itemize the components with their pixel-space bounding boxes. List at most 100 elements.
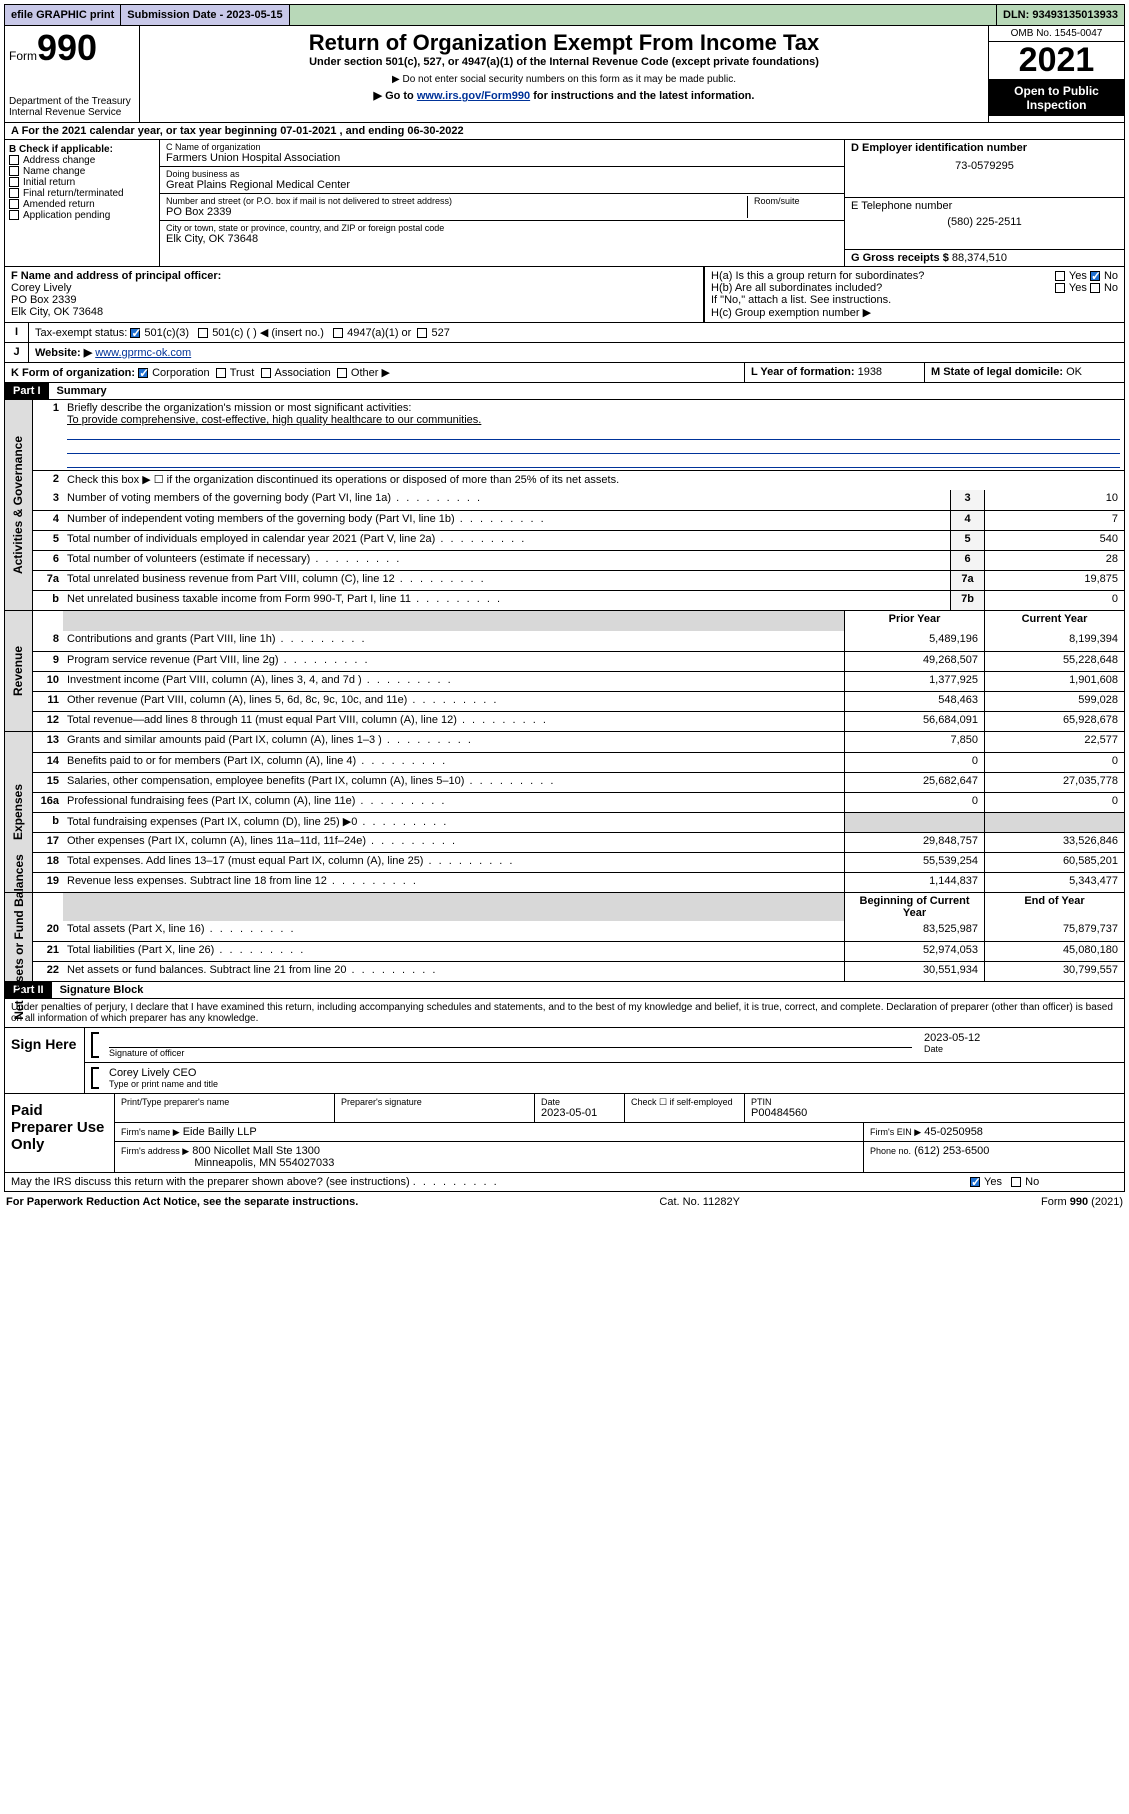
cb-trust[interactable] [216,368,226,378]
ha-label: H(a) Is this a group return for subordin… [711,270,924,282]
hdr-beginning: Beginning of Current Year [844,893,984,921]
cb-4947[interactable] [333,328,343,338]
ha-yes: Yes [1069,270,1087,282]
hb-no: No [1104,282,1118,294]
row-klm: K Form of organization: Corporation Trus… [4,363,1125,383]
cb-app-pending[interactable] [9,210,19,220]
table-row: 19Revenue less expenses. Subtract line 1… [33,872,1124,892]
form-subtitle-1: Under section 501(c), 527, or 4947(a)(1)… [144,56,984,68]
efile-print-button[interactable]: efile GRAPHIC print [5,5,121,25]
part1-header: Part I Summary [4,383,1125,400]
irs-label: Internal Revenue Service [9,107,135,118]
table-row: 14Benefits paid to or for members (Part … [33,752,1124,772]
cb-ha-no[interactable] [1090,271,1100,281]
prep-name-label: Print/Type preparer's name [121,1097,328,1107]
officer-addr1: PO Box 2339 [11,294,697,306]
form-header: Form990 Department of the Treasury Inter… [4,26,1125,123]
table-row: 5Total number of individuals employed in… [33,530,1124,550]
paid-preparer-label: Paid Preparer Use Only [5,1094,115,1172]
lbl-amended: Amended return [23,199,95,210]
mission-blank-3 [67,454,1120,468]
hb-yes: Yes [1069,282,1087,294]
hdr-current-year: Current Year [984,611,1124,631]
table-row: 16aProfessional fundraising fees (Part I… [33,792,1124,812]
addr-value: PO Box 2339 [166,206,747,218]
submission-date-button[interactable]: Submission Date - 2023-05-15 [121,5,289,25]
lbl-assoc: Association [275,367,331,379]
penalties-text: Under penalties of perjury, I declare th… [4,999,1125,1028]
room-label: Room/suite [754,196,838,206]
cb-amended[interactable] [9,199,19,209]
lbl-name-change: Name change [23,166,85,177]
topbar-spacer [290,5,997,25]
top-bar: efile GRAPHIC print Submission Date - 20… [4,4,1125,26]
dept-treasury: Department of the Treasury [9,96,135,107]
lbl-501c3: 501(c)(3) [144,327,189,339]
website-link[interactable]: www.gprmc-ok.com [95,347,191,359]
discuss-no: No [1025,1176,1039,1188]
cb-assoc[interactable] [261,368,271,378]
cb-501c3[interactable] [130,328,140,338]
lbl-527: 527 [431,327,449,339]
officer-label: F Name and address of principal officer: [11,270,697,282]
table-row: 15Salaries, other compensation, employee… [33,772,1124,792]
table-row: 12Total revenue—add lines 8 through 11 (… [33,711,1124,731]
goto-post: for instructions and the latest informat… [530,90,754,102]
cb-discuss-yes[interactable] [970,1177,980,1187]
hc-label: H(c) Group exemption number ▶ [711,306,1118,319]
table-row: 18Total expenses. Add lines 13–17 (must … [33,852,1124,872]
part1-label: Part I [5,383,49,399]
ein-value: 73-0579295 [851,160,1118,172]
table-row: 4Number of independent voting members of… [33,510,1124,530]
hdr-end: End of Year [984,893,1124,921]
lbl-app-pending: Application pending [23,210,110,221]
cb-name-change[interactable] [9,166,19,176]
lbl-501c: 501(c) ( ) ◀ (insert no.) [212,327,324,339]
lbl-other: Other ▶ [351,367,390,379]
cb-527[interactable] [417,328,427,338]
cb-address-change[interactable] [9,155,19,165]
row-i: I Tax-exempt status: 501(c)(3) 501(c) ( … [4,323,1125,343]
tel-value: (580) 225-2511 [851,216,1118,228]
lbl-initial-return: Initial return [23,177,75,188]
cb-ha-yes[interactable] [1055,271,1065,281]
lbl-trust: Trust [230,367,255,379]
discuss-row: May the IRS discuss this return with the… [4,1173,1125,1192]
table-row: 6Total number of volunteers (estimate if… [33,550,1124,570]
lbl-4947: 4947(a)(1) or [347,327,411,339]
cb-501c[interactable] [198,328,208,338]
officer-sig-name: Corey Lively CEO [109,1067,1112,1079]
form-title: Return of Organization Exempt From Incom… [144,30,984,56]
open-to-public: Open to Public Inspection [989,80,1124,116]
cb-hb-yes[interactable] [1055,283,1065,293]
ptin-value: P00484560 [751,1107,1118,1119]
bracket-icon-2 [91,1067,99,1089]
cb-final-return[interactable] [9,188,19,198]
officer-sig-name-label: Type or print name and title [109,1079,1112,1089]
cb-corp[interactable] [138,368,148,378]
website-label: Website: ▶ [35,347,92,359]
table-row: 13Grants and similar amounts paid (Part … [33,732,1124,752]
table-row: 7aTotal unrelated business revenue from … [33,570,1124,590]
form-label: Form [9,49,37,63]
firm-name-label: Firm's name ▶ [121,1127,180,1137]
mission-blank-2 [67,440,1120,454]
footer-mid: Cat. No. 11282Y [659,1196,740,1208]
hb-label: H(b) Are all subordinates included? [711,282,882,294]
section-revenue: Revenue Prior Year Current Year 8Contrib… [4,611,1125,732]
cb-other[interactable] [337,368,347,378]
row-a-tax-year: A For the 2021 calendar year, or tax yea… [4,123,1125,140]
firm-ein-label: Firm's EIN ▶ [870,1127,921,1137]
irs-link[interactable]: www.irs.gov/Form990 [417,90,530,102]
cb-hb-no[interactable] [1090,283,1100,293]
cb-initial-return[interactable] [9,177,19,187]
col-b-checkboxes: B Check if applicable: Address change Na… [5,140,160,266]
part2-header: Part II Signature Block [4,982,1125,999]
paid-preparer-block: Paid Preparer Use Only Print/Type prepar… [4,1094,1125,1173]
vlabel-exp: Expenses [12,784,26,840]
firm-phone-label: Phone no. [870,1146,911,1156]
cb-discuss-no[interactable] [1011,1177,1021,1187]
firm-addr1: 800 Nicollet Mall Ste 1300 [192,1145,320,1157]
table-row: bNet unrelated business taxable income f… [33,590,1124,610]
footer-left: For Paperwork Reduction Act Notice, see … [6,1196,358,1208]
